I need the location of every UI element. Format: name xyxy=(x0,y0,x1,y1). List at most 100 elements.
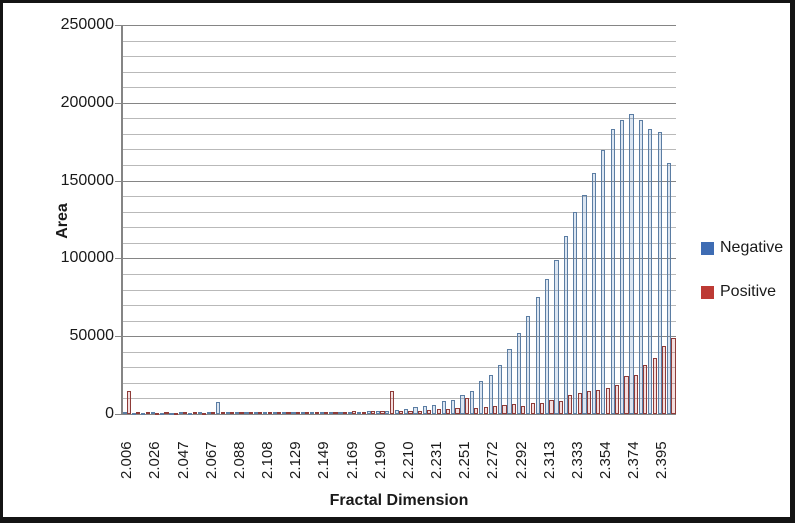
bar-positive xyxy=(549,399,554,414)
x-tick-label: 2.231 xyxy=(428,441,446,479)
bar-negative xyxy=(347,411,352,414)
bar-positive xyxy=(136,411,141,414)
y-tick-label: 100000 xyxy=(60,249,114,267)
bar-positive xyxy=(370,411,376,414)
bar-positive xyxy=(286,412,291,415)
bar-negative xyxy=(469,391,474,414)
minor-gridline xyxy=(122,305,676,307)
bar-negative xyxy=(197,412,202,415)
minor-gridline xyxy=(122,211,676,213)
bar-positive xyxy=(474,407,479,414)
bar-positive xyxy=(492,406,498,414)
bar-positive xyxy=(633,374,639,414)
bar-positive xyxy=(342,411,347,414)
positive-series-swatch xyxy=(701,285,714,299)
bar-negative xyxy=(385,410,390,414)
minor-gridline xyxy=(122,87,676,89)
x-tick-label: 2.129 xyxy=(287,441,305,479)
bar-positive xyxy=(277,411,282,414)
negative-series-label: Negative xyxy=(720,239,784,256)
bar-negative xyxy=(441,401,446,414)
bar-positive xyxy=(596,389,601,414)
y-axis-tick xyxy=(115,25,122,26)
bar-positive xyxy=(436,408,441,414)
bar-positive xyxy=(446,409,451,414)
x-tick-label: 2.088 xyxy=(230,441,248,479)
bar-positive xyxy=(558,401,563,414)
x-tick-label: 2.333 xyxy=(568,441,586,479)
bar-negative xyxy=(188,412,193,415)
legend: Negative Positive xyxy=(701,239,783,327)
bar-positive xyxy=(248,412,254,415)
bar-negative xyxy=(573,212,578,414)
x-tick-label: 2.047 xyxy=(174,441,192,479)
negative-series-swatch xyxy=(701,241,714,255)
minor-gridline xyxy=(122,165,676,167)
bar-positive xyxy=(389,391,394,414)
x-tick-label: 2.190 xyxy=(371,441,389,479)
x-tick-label: 2.395 xyxy=(653,441,671,479)
legend-item-positive: Positive xyxy=(701,283,783,301)
bar-positive xyxy=(201,412,207,415)
bar-positive xyxy=(154,412,160,415)
bar-negative xyxy=(357,411,362,414)
bar-positive xyxy=(502,404,507,414)
bar-negative xyxy=(310,411,315,414)
bar-positive xyxy=(417,410,423,414)
y-axis-title: Area xyxy=(54,203,71,239)
bar-negative xyxy=(648,128,653,414)
x-axis-title: Fractal Dimension xyxy=(329,492,469,509)
bar-negative xyxy=(244,412,249,415)
x-tick-label: 2.006 xyxy=(118,441,136,479)
minor-gridline xyxy=(122,382,676,384)
minor-gridline xyxy=(122,398,676,400)
bar-positive xyxy=(530,402,535,414)
bar-positive xyxy=(427,410,432,414)
y-axis-line xyxy=(121,25,123,415)
major-gridline xyxy=(122,336,676,338)
bar-negative xyxy=(375,411,381,414)
bar-positive xyxy=(314,411,319,414)
bar-negative xyxy=(667,163,672,414)
bar-positive xyxy=(380,411,385,414)
bar-negative xyxy=(159,412,165,415)
bar-positive xyxy=(239,412,244,415)
minor-gridline xyxy=(122,242,676,244)
y-axis-tick xyxy=(115,336,122,338)
x-tick-label: 2.210 xyxy=(399,441,417,479)
minor-gridline xyxy=(122,351,676,353)
y-tick-label: 50000 xyxy=(69,327,115,345)
y-axis-tick xyxy=(115,414,122,415)
bar-positive xyxy=(643,364,648,414)
x-tick-label: 2.251 xyxy=(456,441,474,479)
bar-positive xyxy=(521,406,526,414)
bar-negative xyxy=(319,411,324,414)
bar-negative xyxy=(638,119,644,414)
bar-negative xyxy=(404,408,409,414)
minor-gridline xyxy=(122,118,676,120)
bar-negative xyxy=(225,412,230,415)
bar-negative xyxy=(338,411,343,414)
bar-negative xyxy=(563,236,568,414)
bar-negative xyxy=(206,412,212,415)
x-tick-label: 2.026 xyxy=(146,441,164,479)
bar-negative xyxy=(253,412,259,415)
bar-negative xyxy=(516,332,521,414)
x-tick-label: 2.354 xyxy=(597,441,615,479)
y-tick-label: 150000 xyxy=(60,171,114,189)
bar-negative xyxy=(422,405,428,414)
minor-gridline xyxy=(122,227,676,229)
minor-gridline xyxy=(122,273,676,275)
plot-area: 0 50000 100000 150000 200000 250000 2.006 2.026… xyxy=(3,3,795,526)
bar-positive xyxy=(352,411,357,414)
y-axis-tick xyxy=(115,180,122,182)
bar-negative xyxy=(629,113,634,414)
bar-positive xyxy=(586,391,592,414)
major-gridline xyxy=(122,258,676,260)
bar-positive xyxy=(145,412,150,415)
bar-positive xyxy=(577,392,582,414)
bar-negative xyxy=(282,412,287,415)
bar-positive xyxy=(568,394,573,414)
minor-gridline xyxy=(122,196,676,198)
bar-positive xyxy=(483,406,488,414)
